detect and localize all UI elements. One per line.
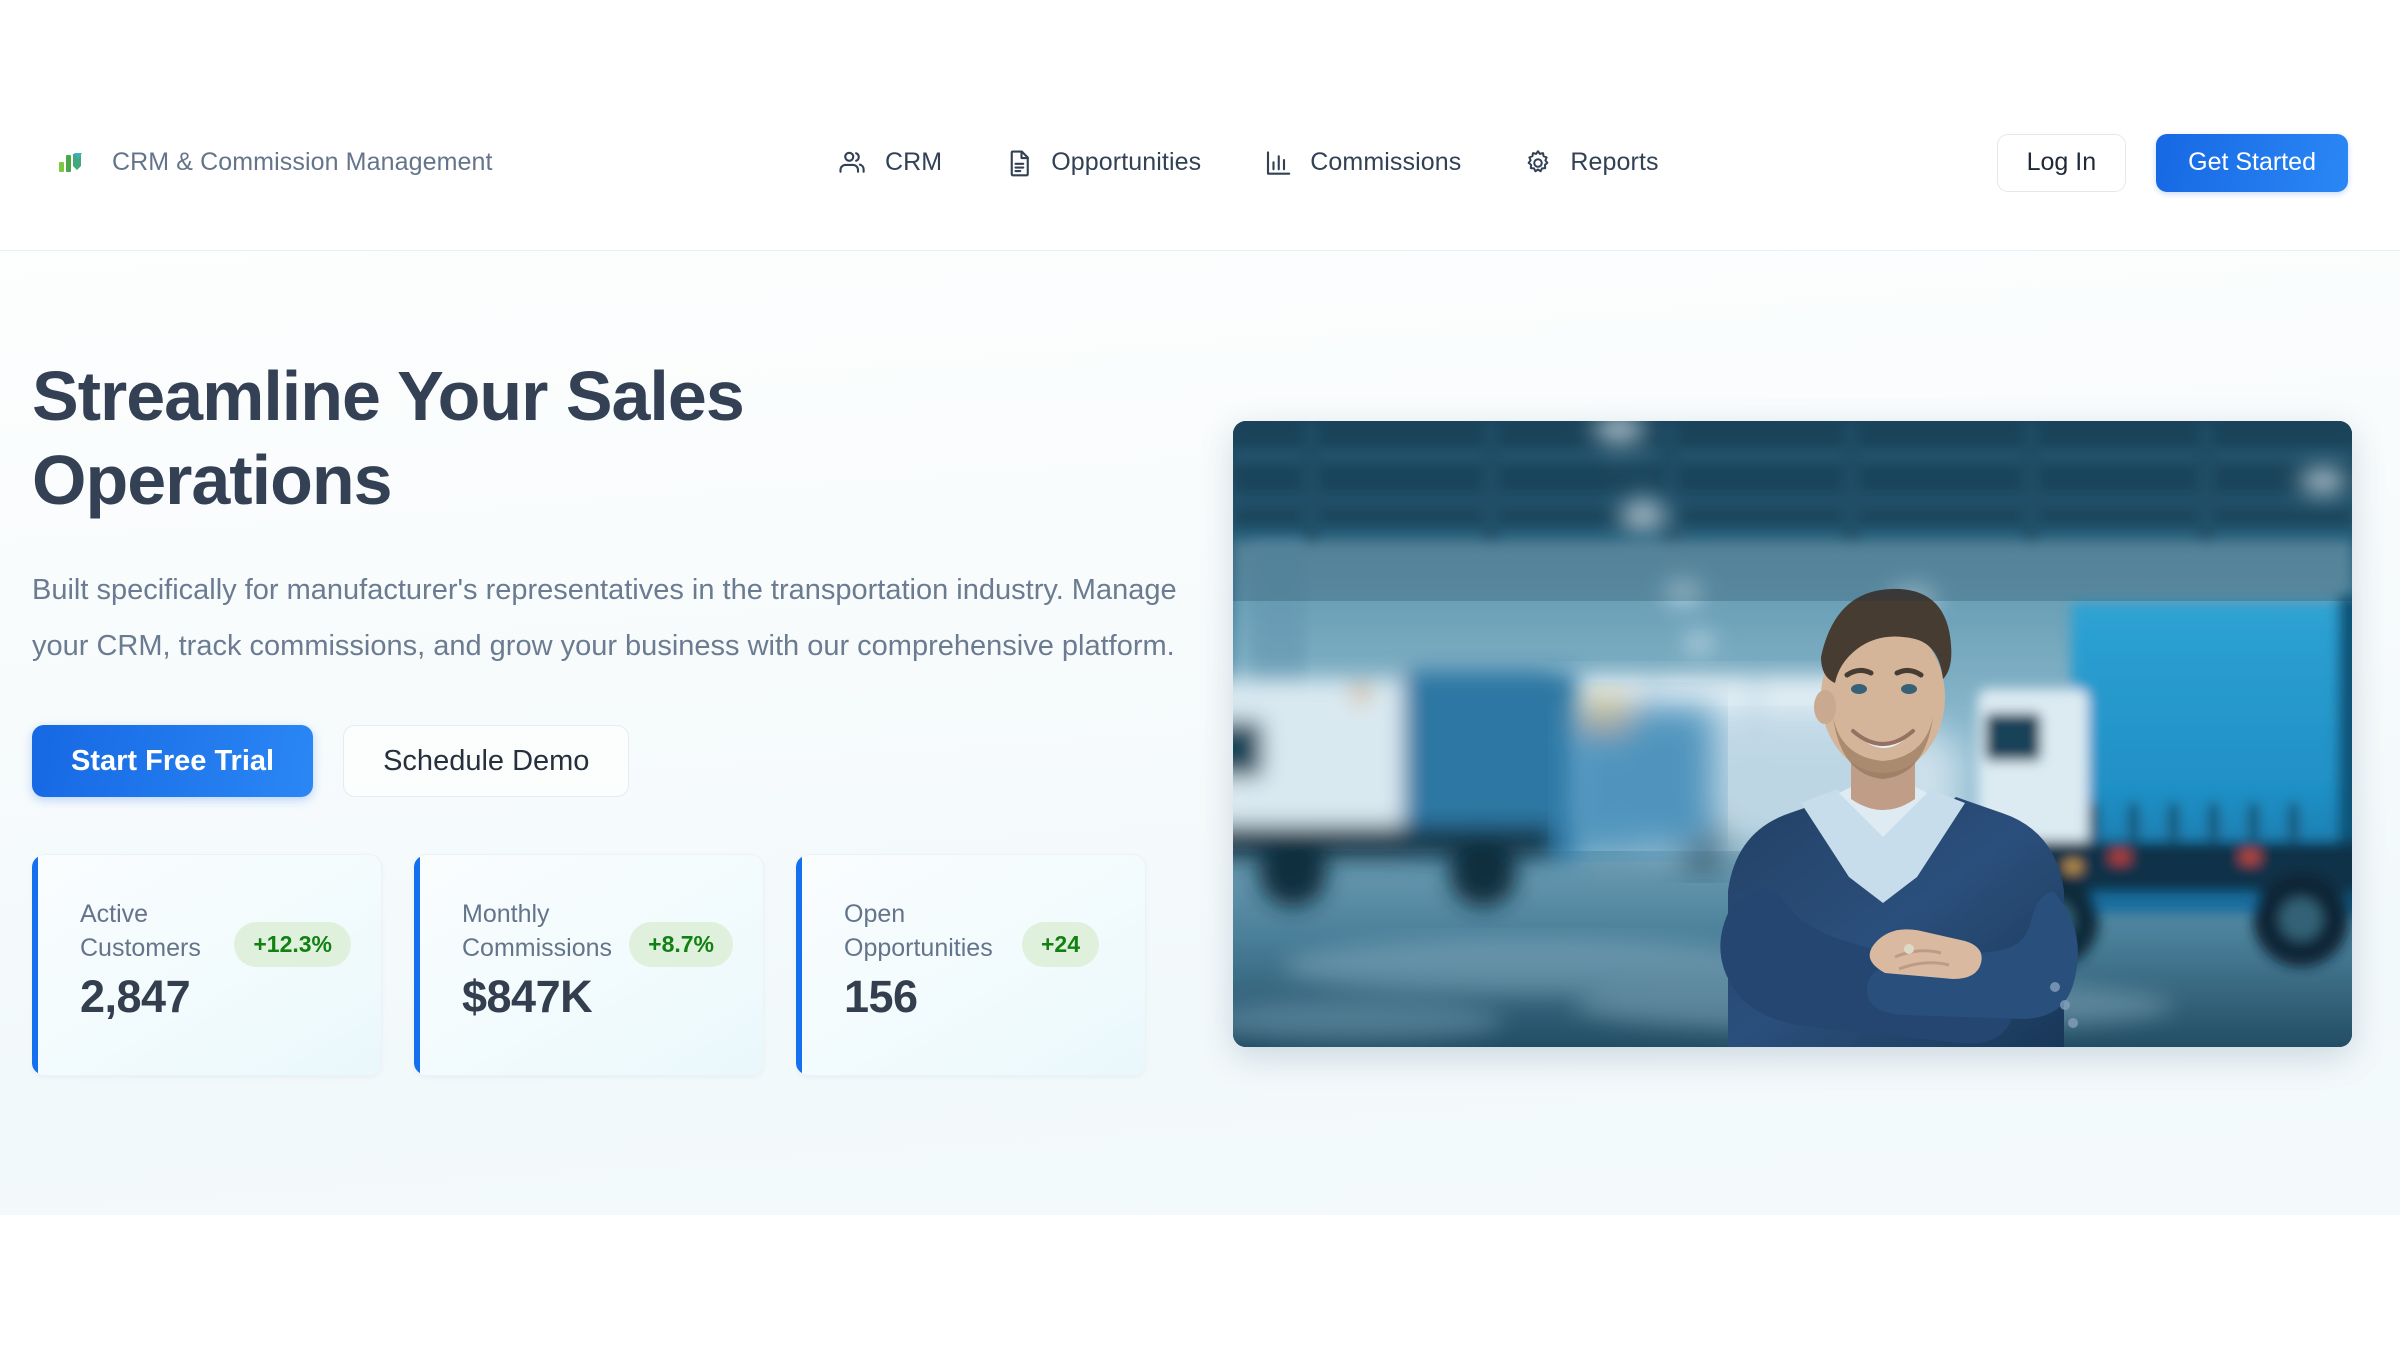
hero-image [1233,421,2352,1047]
users-icon [838,148,868,178]
nav-item-commissions[interactable]: Commissions [1263,148,1461,178]
bar-chart-icon [1263,148,1293,178]
primary-nav: CRM Opportunities [838,148,1659,178]
stat-label: Active Customers [80,900,201,962]
brand-title: CRM & Commission Management [112,148,493,176]
stat-card-active-customers[interactable]: Active Customers +12.3% 2,847 [32,854,382,1076]
stat-value: 2,847 [80,971,191,1022]
chart-logo-icon [52,144,90,182]
status-badge: +12.3% [234,922,351,967]
stat-card-open-opportunities[interactable]: Open Opportunities +24 156 [796,854,1146,1076]
gear-icon [1523,148,1553,178]
stat-value: 156 [844,971,918,1022]
stats-row: Active Customers +12.3% 2,847 Monthly Co… [32,854,1182,1076]
nav-label-opportunities: Opportunities [1051,148,1202,176]
hero-subtitle: Built specifically for manufacturer's re… [32,574,1177,662]
start-free-trial-button[interactable]: Start Free Trial [32,725,314,797]
status-badge: +8.7% [629,922,733,967]
log-in-button[interactable]: Log In [1996,133,2127,192]
header-actions: Log In Get Started [1996,133,2348,192]
nav-item-opportunities[interactable]: Opportunities [1004,148,1201,178]
stat-label: Monthly Commissions [462,900,613,962]
hero-copy: Streamline Your Sales Operations Built s… [32,354,1182,1076]
get-started-button[interactable]: Get Started [2156,133,2348,192]
status-badge: +24 [1022,922,1100,967]
stat-value: $847K [462,971,593,1022]
top-spacer [0,0,2400,75]
nav-label-reports: Reports [1570,148,1659,176]
schedule-demo-button[interactable]: Schedule Demo [343,725,630,797]
hero-cta-row: Start Free Trial Schedule Demo [32,725,1182,797]
page-title: Streamline Your Sales Operations [32,357,745,519]
stat-card-monthly-commissions[interactable]: Monthly Commissions +8.7% $847K [414,854,764,1076]
nav-item-crm[interactable]: CRM [838,148,942,178]
nav-item-reports[interactable]: Reports [1523,148,1659,178]
site-header: CRM & Commission Management CRM [0,75,2400,251]
document-icon [1004,148,1034,178]
nav-label-commissions: Commissions [1310,148,1462,176]
nav-label-crm: CRM [885,148,943,176]
brand[interactable]: CRM & Commission Management [52,144,493,182]
stat-label: Open Opportunities [844,900,993,962]
hero-section: Streamline Your Sales Operations Built s… [0,251,2400,1215]
